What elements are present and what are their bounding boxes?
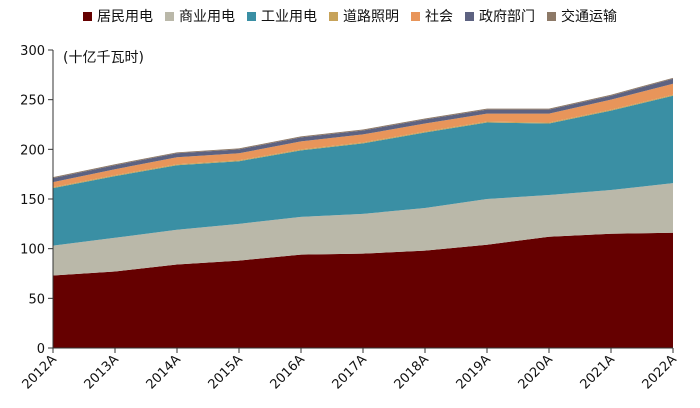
legend-label: 道路照明 [343,9,399,25]
legend-swatch [411,11,420,21]
unit-label: (十亿千瓦时) [63,50,144,66]
legend-label: 商业用电 [179,9,235,25]
legend-swatch [547,11,556,21]
area-series-1 [53,183,673,276]
y-tick-label: 300 [20,44,45,59]
x-tick-label: 2020A [516,352,556,392]
legend: 居民用电 商业用电 工业用电 道路照明 社会 政府部门 交通运输 [0,6,700,26]
y-tick-label: 100 [20,243,45,258]
area-series-4 [53,83,673,188]
y-tick-label: 50 [28,292,45,307]
x-tick-label: 2019A [454,352,494,392]
x-tick-label: 2015A [206,352,246,392]
x-tick-label: 2022A [640,352,680,392]
legend-swatch [247,11,256,21]
legend-item-transportation: 交通运输 [547,6,617,26]
x-tick-label: 2013A [82,352,122,392]
legend-item-social: 社会 [411,6,453,26]
area-series-group [53,77,673,348]
legend-label: 社会 [425,9,453,25]
y-tick-label: 250 [20,94,45,109]
y-tick-label: 200 [20,143,45,158]
x-tick-label: 2014A [144,352,184,392]
legend-item-government: 政府部门 [465,6,535,26]
x-tick-label: 2018A [392,352,432,392]
x-tick-label: 2017A [330,352,370,392]
y-tick-label: 150 [20,193,45,208]
y-tick-label: 0 [37,342,45,357]
legend-label: 交通运输 [561,9,617,25]
x-tick-label: 2012A [20,352,60,392]
legend-swatch [83,11,92,21]
legend-label: 工业用电 [261,9,317,25]
legend-item-industrial: 工业用电 [247,6,317,26]
area-series-2 [53,95,673,246]
x-tick-label: 2016A [268,352,308,392]
legend-label: 居民用电 [97,9,153,25]
legend-swatch [165,11,174,21]
legend-item-commercial: 商业用电 [165,6,235,26]
area-series-0 [53,232,673,348]
legend-item-street-lighting: 道路照明 [329,6,399,26]
x-tick-label: 2021A [578,352,618,392]
legend-label: 政府部门 [479,9,535,25]
legend-swatch [465,11,474,21]
legend-item-residential: 居民用电 [83,6,153,26]
legend-swatch [329,11,338,21]
